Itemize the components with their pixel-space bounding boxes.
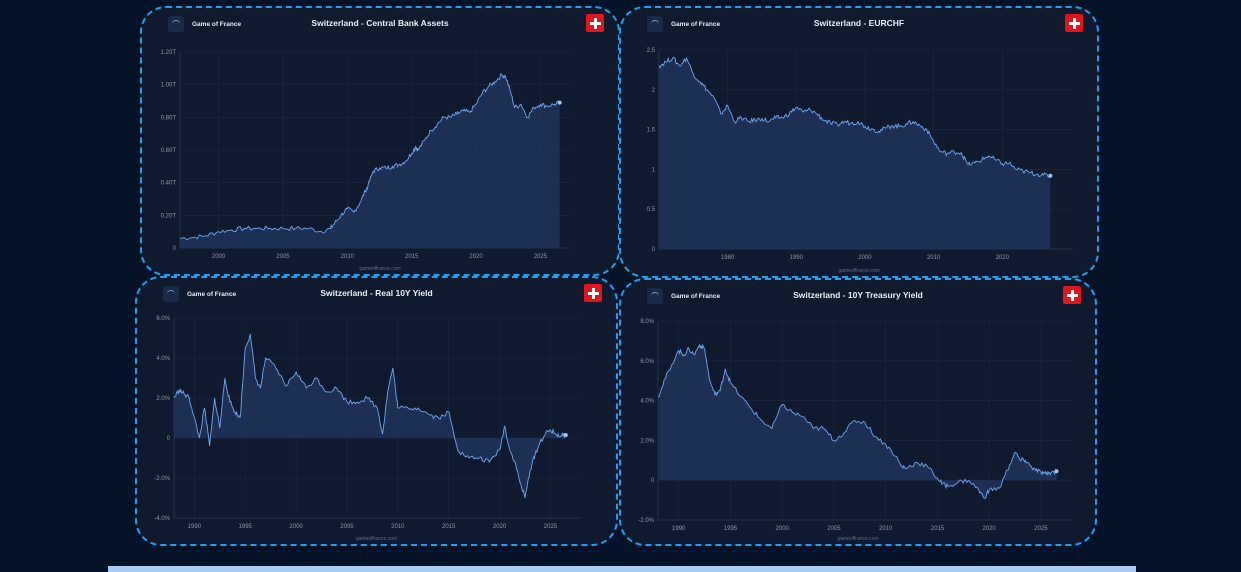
x-tick-label: 2000 [776,526,790,532]
series-end-marker [1048,173,1053,178]
chart-title: Switzerland - 10Y Treasury Yield [793,290,923,300]
swiss-flag-icon [584,284,602,302]
bottom-bar [108,566,1136,572]
brand-name: Game of France [192,20,242,28]
x-tick-label: 1980 [721,255,735,261]
x-tick-label: 1995 [724,526,738,532]
brand-name: Game of France [671,292,721,300]
series-end-marker [563,433,568,437]
y-tick-label: 4.0% [640,399,654,405]
y-tick-label: 1.00T [161,83,177,89]
y-tick-label: 0 [652,247,656,253]
y-tick-label: 0 [167,436,171,442]
y-tick-label: -2.0% [154,476,170,482]
x-tick-label: 1995 [239,524,253,530]
y-tick-label: 0.5 [647,207,656,213]
chart-title: Switzerland - EURCHF [813,18,905,28]
series-area [174,334,566,498]
series-area [659,57,1051,249]
x-tick-label: 2020 [493,524,507,530]
chart-panel-real-10y-yield: Game of France Switzerland - Real 10Y Yi… [135,276,618,546]
x-tick-label: 2020 [983,526,997,532]
y-tick-label: -4.0% [154,516,170,522]
series-line [173,333,567,499]
series-line [657,343,1057,499]
x-tick-label: 2005 [827,526,841,532]
series-area [658,344,1057,499]
y-tick-label: 0 [651,478,655,484]
series-area [180,73,560,248]
y-tick-label: -2.0% [638,518,654,524]
x-tick-label: 2025 [544,524,558,530]
y-tick-label: 0.60T [161,148,177,154]
y-tick-label: 0 [173,246,177,252]
chart-title: Switzerland - Central Bank Assets [311,18,449,28]
x-tick-label: 2015 [442,524,456,530]
brand: Game of France [168,16,241,32]
brand-logo-icon [647,288,663,304]
chart-plot: -2.0% 0 2.0% 4.0% 6.0% 8.0% 1990 1995 2000 2005 20… [638,319,1072,532]
footer-watermark: gameoffrance.com [837,536,879,542]
y-tick-label: 0.20T [161,213,177,219]
brand: Game of France [163,286,236,302]
x-tick-label: 2020 [996,255,1010,261]
x-tick-label: 1990 [188,524,202,530]
x-tick-label: 2025 [534,254,548,260]
y-tick-label: 8.0% [640,319,654,325]
chart-plot: -4.0% -2.0% 0 2.0% 4.0% 6.0% 1990 1995 2000 2005 2… [154,316,581,530]
footer-watermark: gameoffrance.com [359,266,401,272]
chart-plot: 0 0.5 1 1.5 2 2.5 1980 1990 2000 2010 2020 [647,48,1073,261]
swiss-flag-icon [1065,14,1083,32]
y-tick-label: 1.20T [161,50,177,56]
y-tick-label: 2.5 [647,48,656,54]
y-tick-label: 4.0% [156,356,170,362]
footer-watermark: gameoffrance.com [838,268,880,274]
chart-plot: 0 0.20T 0.40T 0.60T 0.80T 1.00T 1.20T 2000 2005 2… [161,50,570,260]
x-tick-label: 2010 [927,255,941,261]
brand: Game of France [647,16,720,32]
y-tick-label: 1 [652,167,656,173]
footer-watermark: gameoffrance.com [355,536,398,542]
x-tick-label: 1990 [672,526,686,532]
x-tick-label: 2010 [341,254,355,260]
brand: Game of France [647,288,720,304]
brand-logo-icon [647,16,663,32]
series-line [179,72,561,241]
series-line [658,56,1051,178]
x-tick-label: 2025 [1034,526,1048,532]
chart-panel-eurchf: Game of France Switzerland - EURCHF 0 0.5… [619,6,1099,278]
x-tick-label: 2020 [469,254,483,260]
y-tick-label: 1.5 [647,128,656,134]
brand-logo-icon [168,16,184,32]
x-tick-label: 1990 [790,255,804,261]
x-tick-label: 2015 [931,526,945,532]
y-tick-label: 2.0% [640,438,654,444]
brand-name: Game of France [187,290,237,298]
series-end-marker [557,100,562,105]
x-tick-label: 2010 [391,524,405,530]
swiss-flag-icon [1063,286,1081,304]
y-tick-label: 0.40T [161,181,177,187]
x-tick-label: 2005 [276,254,290,260]
x-tick-label: 2015 [405,254,419,260]
swiss-flag-icon [586,14,604,32]
brand-name: Game of France [671,20,721,28]
chart-panel-central-bank-assets: Game of France Switzerland - Central Ban… [140,6,620,276]
x-tick-label: 2005 [340,524,354,530]
series-end-marker [1054,469,1059,474]
x-tick-label: 2010 [879,526,893,532]
y-tick-label: 0.80T [161,115,177,121]
y-tick-label: 2 [652,88,656,94]
y-tick-label: 6.0% [640,359,654,365]
y-tick-label: 2.0% [156,396,170,402]
chart-panel-10y-treasury-yield: Game of France Switzerland - 10Y Treasur… [619,278,1097,546]
chart-title: Switzerland - Real 10Y Yield [320,288,433,298]
x-tick-label: 2000 [858,255,872,261]
x-tick-label: 2000 [212,254,226,260]
brand-logo-icon [163,286,179,302]
y-tick-label: 6.0% [156,316,170,322]
x-tick-label: 2000 [289,524,303,530]
